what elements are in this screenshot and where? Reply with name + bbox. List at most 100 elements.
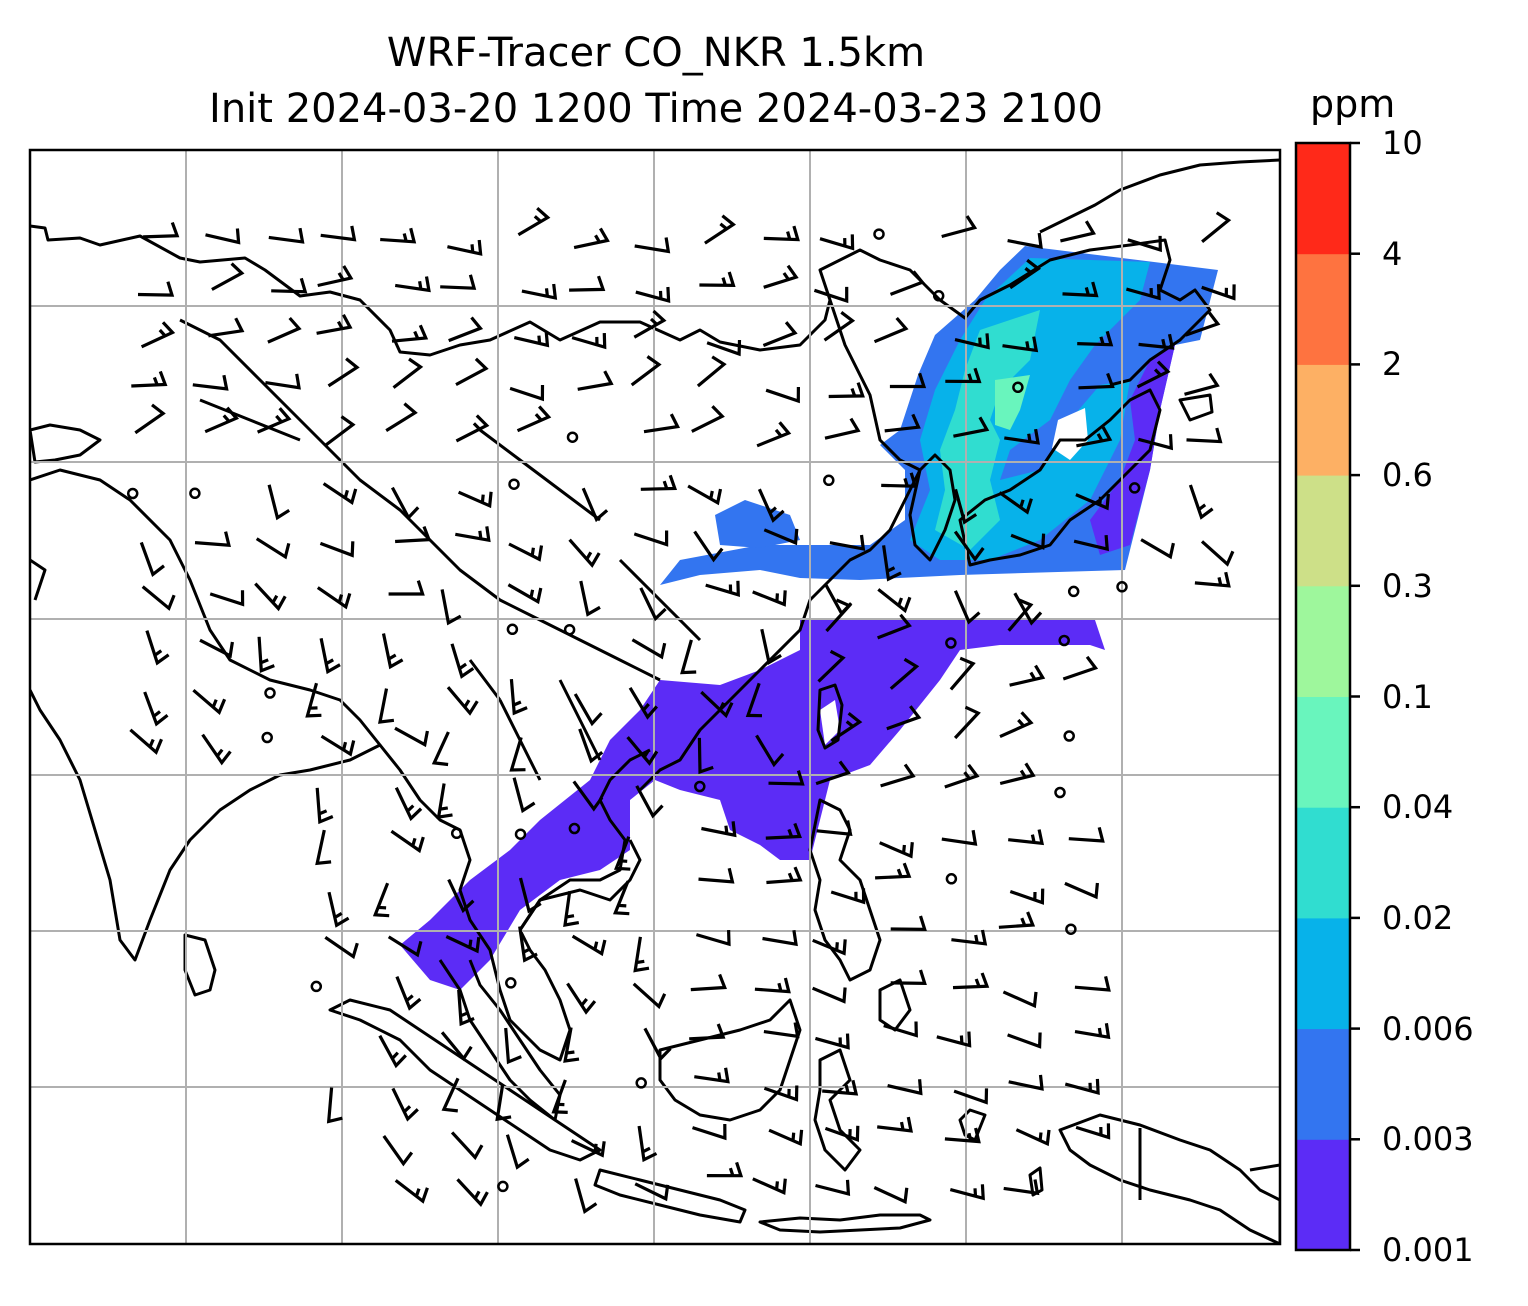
wind-barb — [521, 283, 558, 300]
colorbar-segment — [1296, 696, 1350, 808]
wind-barb — [1194, 571, 1231, 588]
wind-barb — [765, 386, 800, 404]
wind-barb — [1062, 281, 1099, 298]
wind-barb — [1010, 533, 1046, 550]
wind-barb — [700, 690, 734, 719]
wind-barb — [440, 589, 462, 626]
wind-barb — [953, 488, 978, 525]
wind-barb — [998, 911, 1036, 929]
wind-barb — [812, 938, 847, 956]
colorbar-tick-label: 0.001 — [1382, 1231, 1474, 1269]
colorbar-segment — [1296, 1139, 1350, 1251]
wind-barb — [830, 712, 863, 743]
wind-barb — [326, 1087, 343, 1124]
tracer-plume-central — [400, 620, 1105, 990]
colorbar-segment — [1296, 143, 1350, 255]
wind-barb — [563, 1027, 580, 1063]
wind-barb — [697, 737, 714, 775]
wind-barb — [1138, 333, 1175, 350]
wind-barb — [766, 866, 803, 885]
wind-barb — [643, 1027, 672, 1062]
wind-barb — [763, 1022, 800, 1039]
wind-barb — [701, 821, 737, 838]
wind-barb — [509, 678, 528, 716]
colorbar-unit-label: ppm — [1310, 82, 1396, 126]
coast-indochina — [378, 744, 651, 1062]
wind-barb — [305, 682, 322, 718]
wind-barb — [1201, 211, 1232, 244]
wind-barb — [640, 474, 678, 491]
calm-wind-marker — [261, 731, 273, 744]
coast-gulf-thailand — [518, 839, 642, 931]
wind-barb — [381, 633, 404, 670]
coast-australia-tip — [1249, 1163, 1280, 1172]
wind-barb — [1004, 428, 1040, 445]
wind-barb — [551, 1079, 568, 1114]
wind-barb — [319, 541, 355, 558]
coast-borneo — [658, 998, 802, 1122]
wind-barb — [706, 1161, 744, 1178]
chart-title-line-1: WRF-Tracer CO_NKR 1.5km — [386, 30, 926, 76]
wind-barb — [254, 582, 287, 612]
calm-wind-marker — [1116, 581, 1128, 593]
wind-barb — [201, 733, 232, 766]
calm-wind-marker — [497, 1180, 509, 1193]
wind-barb — [382, 1134, 414, 1167]
wind-barb — [320, 734, 356, 757]
wind-barb — [1002, 336, 1039, 353]
wind-barb — [999, 762, 1036, 786]
colorbar-segment — [1296, 585, 1350, 697]
wind-barb — [1184, 372, 1220, 396]
wind-barb — [257, 636, 275, 673]
wind-barb — [953, 705, 981, 740]
colorbar-tick-label: 0.3 — [1382, 566, 1433, 605]
coast-sumatra — [328, 998, 602, 1162]
wind-barb — [881, 472, 918, 488]
wind-barb — [450, 643, 475, 679]
wind-barb — [633, 936, 650, 973]
wind-barb — [566, 982, 597, 1015]
wind-barb — [267, 484, 291, 521]
wind-barb — [693, 530, 724, 563]
wind-barb — [944, 1127, 981, 1144]
wind-barb — [877, 613, 912, 640]
wind-barb — [394, 276, 431, 293]
wind-barb — [512, 777, 536, 814]
wind-barb — [509, 384, 545, 402]
wind-barb — [815, 760, 851, 786]
wind-barb — [890, 915, 927, 932]
wind-barb — [315, 829, 332, 866]
wind-barb — [1074, 976, 1111, 992]
calm-wind-marker — [945, 637, 957, 649]
coast-sulawesi — [813, 1048, 862, 1172]
wind-barb — [574, 1178, 598, 1214]
wind-barb — [204, 406, 240, 434]
wind-barb — [395, 526, 432, 544]
wind-barb — [953, 416, 990, 438]
wind-barb — [507, 583, 543, 605]
wind-barb — [141, 585, 176, 611]
wind-barb — [448, 316, 484, 343]
colorbar-tick-label: 0.1 — [1382, 677, 1433, 716]
calm-wind-marker — [694, 780, 706, 793]
colorbar-tick-label: 4 — [1382, 234, 1403, 273]
wind-barb — [1075, 493, 1110, 511]
wind-barb — [814, 1033, 850, 1050]
wind-barb — [941, 215, 978, 239]
wind-barb — [447, 239, 483, 256]
wind-barb — [698, 867, 735, 884]
wind-barb — [518, 877, 542, 914]
wind-barb — [1003, 1179, 1040, 1196]
wind-barb — [756, 421, 792, 448]
wind-barb — [268, 227, 305, 244]
wind-barb — [255, 537, 291, 560]
calm-wind-marker — [932, 290, 945, 302]
wind-barb — [875, 862, 912, 880]
wind-barb — [1136, 360, 1171, 389]
wind-barb — [745, 682, 763, 718]
wind-barb — [1186, 427, 1223, 444]
wind-barb — [883, 1021, 918, 1038]
wind-barb — [446, 686, 479, 716]
wind-barb — [316, 586, 352, 610]
wind-barbs — [126, 207, 1236, 1214]
